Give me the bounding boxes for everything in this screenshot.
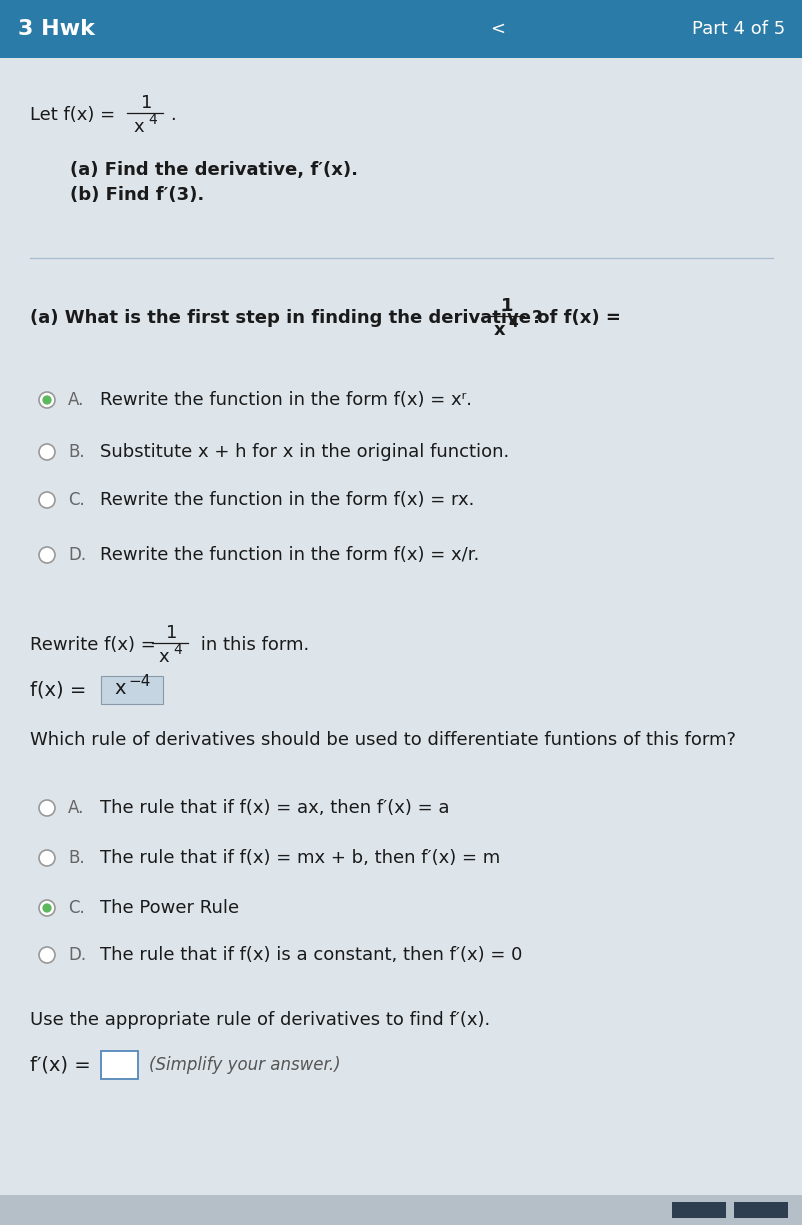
FancyBboxPatch shape — [733, 1202, 787, 1218]
Circle shape — [39, 900, 55, 916]
Text: ?: ? — [531, 309, 541, 327]
Text: (a) Find the derivative, f′(x).: (a) Find the derivative, f′(x). — [70, 160, 358, 179]
FancyBboxPatch shape — [101, 676, 163, 704]
Text: The rule that if f(x) = mx + b, then f′(x) = m: The rule that if f(x) = mx + b, then f′(… — [100, 849, 500, 867]
FancyBboxPatch shape — [0, 1196, 802, 1225]
Text: The Power Rule: The Power Rule — [100, 899, 239, 918]
Circle shape — [43, 396, 51, 404]
Text: 3 Hwk: 3 Hwk — [18, 20, 95, 39]
FancyBboxPatch shape — [101, 1051, 138, 1079]
Text: The rule that if f(x) is a constant, then f′(x) = 0: The rule that if f(x) is a constant, the… — [100, 946, 522, 964]
Circle shape — [43, 903, 51, 913]
Text: B.: B. — [68, 443, 84, 461]
Text: C.: C. — [68, 899, 85, 918]
Text: <: < — [490, 20, 504, 38]
Text: D.: D. — [68, 946, 86, 964]
Text: Rewrite the function in the form f(x) = rx.: Rewrite the function in the form f(x) = … — [100, 491, 474, 510]
Text: D.: D. — [68, 546, 86, 564]
Text: −4: −4 — [128, 674, 151, 688]
Text: Substitute x + h for x in the original function.: Substitute x + h for x in the original f… — [100, 443, 508, 461]
Text: x: x — [493, 321, 504, 339]
Text: Let f(x) =: Let f(x) = — [30, 107, 121, 124]
Text: f′(x) =: f′(x) = — [30, 1056, 97, 1074]
Text: A.: A. — [68, 391, 84, 409]
FancyBboxPatch shape — [671, 1202, 725, 1218]
Text: B.: B. — [68, 849, 84, 867]
Circle shape — [39, 947, 55, 963]
Text: C.: C. — [68, 491, 85, 510]
Text: .: . — [170, 107, 176, 124]
Text: (Simplify your answer.): (Simplify your answer.) — [149, 1056, 340, 1074]
Text: x: x — [133, 118, 144, 136]
Text: 4: 4 — [173, 643, 182, 657]
Text: Which rule of derivatives should be used to differentiate funtions of this form?: Which rule of derivatives should be used… — [30, 731, 735, 748]
Circle shape — [39, 492, 55, 508]
Text: x: x — [114, 680, 126, 698]
Text: Rewrite the function in the form f(x) = x/r.: Rewrite the function in the form f(x) = … — [100, 546, 479, 564]
FancyBboxPatch shape — [0, 58, 802, 1225]
Text: Rewrite f(x) =: Rewrite f(x) = — [30, 636, 161, 654]
Text: A.: A. — [68, 799, 84, 817]
Text: (b) Find f′(3).: (b) Find f′(3). — [70, 186, 204, 205]
Text: Rewrite the function in the form f(x) = xʳ.: Rewrite the function in the form f(x) = … — [100, 391, 472, 409]
Circle shape — [39, 392, 55, 408]
Text: 1: 1 — [500, 296, 513, 315]
Circle shape — [39, 800, 55, 816]
Text: Part 4 of 5: Part 4 of 5 — [691, 20, 784, 38]
Text: The rule that if f(x) = ax, then f′(x) = a: The rule that if f(x) = ax, then f′(x) =… — [100, 799, 449, 817]
Text: (a) What is the first step in finding the derivative of f(x) =: (a) What is the first step in finding th… — [30, 309, 626, 327]
Text: 1: 1 — [141, 94, 152, 111]
Text: f(x) =: f(x) = — [30, 681, 92, 699]
Text: 4: 4 — [508, 316, 518, 330]
Text: 4: 4 — [148, 113, 157, 127]
Text: x: x — [159, 648, 169, 666]
Text: Use the appropriate rule of derivatives to find f′(x).: Use the appropriate rule of derivatives … — [30, 1011, 490, 1029]
FancyBboxPatch shape — [0, 0, 802, 58]
Text: in this form.: in this form. — [195, 636, 309, 654]
Circle shape — [39, 548, 55, 564]
Circle shape — [39, 443, 55, 461]
Circle shape — [39, 850, 55, 866]
Text: 1: 1 — [166, 624, 177, 642]
